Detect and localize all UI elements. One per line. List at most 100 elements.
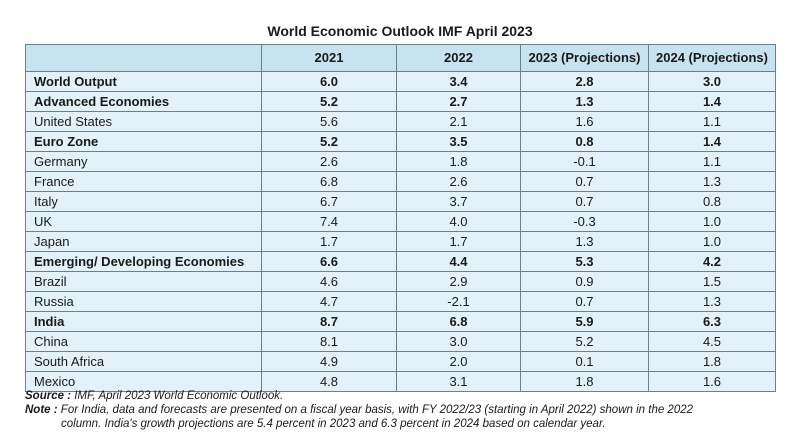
- value-cell: 1.8: [648, 351, 776, 372]
- value-cell: 0.7: [520, 191, 649, 212]
- table-row: France 6.8 2.6 0.7 1.3: [25, 171, 776, 192]
- value-cell: 3.0: [396, 331, 521, 352]
- value-cell: 2.9: [396, 271, 521, 292]
- value-cell: 3.4: [396, 71, 521, 92]
- row-label: United States: [25, 111, 262, 132]
- value-cell: 1.1: [648, 151, 776, 172]
- table-row: United States 5.6 2.1 1.6 1.1: [25, 111, 776, 132]
- value-cell: 1.5: [648, 271, 776, 292]
- header-cell-2023: 2023 (Projections): [520, 44, 649, 72]
- table-row: World Output 6.0 3.4 2.8 3.0: [25, 71, 776, 92]
- table-row: UK 7.4 4.0 -0.3 1.0: [25, 211, 776, 232]
- row-label: Italy: [25, 191, 262, 212]
- value-cell: 4.5: [648, 331, 776, 352]
- value-cell: 4.8: [261, 371, 397, 392]
- row-label: Japan: [25, 231, 262, 252]
- source-line: Source : IMF, April 2023 World Economic …: [25, 389, 795, 403]
- value-cell: 0.8: [648, 191, 776, 212]
- value-cell: 4.9: [261, 351, 397, 372]
- header-row: 2021 2022 2023 (Projections) 2024 (Proje…: [25, 44, 776, 72]
- value-cell: 1.8: [520, 371, 649, 392]
- row-label: Mexico: [25, 371, 262, 392]
- table-row: Emerging/ Developing Economies 6.6 4.4 5.3 4…: [25, 251, 776, 272]
- value-cell: 5.2: [520, 331, 649, 352]
- value-cell: 0.7: [520, 291, 649, 312]
- table-row: Italy 6.7 3.7 0.7 0.8: [25, 191, 776, 212]
- value-cell: 2.8: [520, 71, 649, 92]
- row-label: Emerging/ Developing Economies: [25, 251, 262, 272]
- table-title: World Economic Outlook IMF April 2023: [267, 23, 533, 39]
- value-cell: 6.8: [261, 171, 397, 192]
- value-cell: 3.0: [648, 71, 776, 92]
- value-cell: 6.7: [261, 191, 397, 212]
- header-cell-2022: 2022: [396, 44, 521, 72]
- value-cell: 4.6: [261, 271, 397, 292]
- table-row: South Africa 4.9 2.0 0.1 1.8: [25, 351, 776, 372]
- value-cell: 2.7: [396, 91, 521, 112]
- value-cell: -2.1: [396, 291, 521, 312]
- value-cell: 1.6: [520, 111, 649, 132]
- value-cell: 1.3: [520, 91, 649, 112]
- value-cell: 7.4: [261, 211, 397, 232]
- value-cell: 1.8: [396, 151, 521, 172]
- value-cell: 1.7: [396, 231, 521, 252]
- value-cell: 1.3: [648, 171, 776, 192]
- value-cell: 1.4: [648, 91, 776, 112]
- value-cell: 3.7: [396, 191, 521, 212]
- source-text: IMF, April 2023 World Economic Outlook.: [71, 390, 284, 402]
- value-cell: 1.4: [648, 131, 776, 152]
- table-row: Brazil 4.6 2.9 0.9 1.5: [25, 271, 776, 292]
- value-cell: -0.3: [520, 211, 649, 232]
- value-cell: 2.6: [396, 171, 521, 192]
- value-cell: 5.2: [261, 131, 397, 152]
- value-cell: 1.1: [648, 111, 776, 132]
- row-label: Euro Zone: [25, 131, 262, 152]
- table-row: Germany 2.6 1.8 -0.1 1.1: [25, 151, 776, 172]
- table-row: Euro Zone 5.2 3.5 0.8 1.4: [25, 131, 776, 152]
- value-cell: 8.1: [261, 331, 397, 352]
- value-cell: 2.6: [261, 151, 397, 172]
- row-label: India: [25, 311, 262, 332]
- value-cell: 4.0: [396, 211, 521, 232]
- value-cell: 4.7: [261, 291, 397, 312]
- row-label: Russia: [25, 291, 262, 312]
- row-label: Advanced Economies: [25, 91, 262, 112]
- value-cell: 6.0: [261, 71, 397, 92]
- value-cell: 5.2: [261, 91, 397, 112]
- note-line-1: Note : For India, data and forecasts are…: [25, 403, 795, 417]
- note-line-2: column. India's growth projections are 5…: [61, 417, 800, 431]
- value-cell: 5.6: [261, 111, 397, 132]
- row-label: Germany: [25, 151, 262, 172]
- value-cell: 1.0: [648, 231, 776, 252]
- value-cell: 0.9: [520, 271, 649, 292]
- row-label: South Africa: [25, 351, 262, 372]
- row-label: UK: [25, 211, 262, 232]
- value-cell: 2.1: [396, 111, 521, 132]
- table-row: Mexico 4.8 3.1 1.8 1.6: [25, 371, 776, 392]
- table-row: India 8.7 6.8 5.9 6.3: [25, 311, 776, 332]
- value-cell: 4.2: [648, 251, 776, 272]
- value-cell: 3.1: [396, 371, 521, 392]
- economic-outlook-table: 2021 2022 2023 (Projections) 2024 (Proje…: [25, 44, 776, 392]
- row-label: World Output: [25, 71, 262, 92]
- table-row: Japan 1.7 1.7 1.3 1.0: [25, 231, 776, 252]
- row-label: Brazil: [25, 271, 262, 292]
- value-cell: 0.1: [520, 351, 649, 372]
- value-cell: 5.3: [520, 251, 649, 272]
- value-cell: 1.3: [520, 231, 649, 252]
- value-cell: 0.7: [520, 171, 649, 192]
- value-cell: 6.3: [648, 311, 776, 332]
- table-row: China 8.1 3.0 5.2 4.5: [25, 331, 776, 352]
- value-cell: 1.3: [648, 291, 776, 312]
- row-label: France: [25, 171, 262, 192]
- value-cell: 1.7: [261, 231, 397, 252]
- value-cell: 3.5: [396, 131, 521, 152]
- note-label: Note :: [25, 404, 58, 416]
- row-label: China: [25, 331, 262, 352]
- source-label: Source :: [25, 390, 72, 402]
- value-cell: 0.8: [520, 131, 649, 152]
- table-row: Advanced Economies 5.2 2.7 1.3 1.4: [25, 91, 776, 112]
- value-cell: 5.9: [520, 311, 649, 332]
- value-cell: -0.1: [520, 151, 649, 172]
- header-cell-2024: 2024 (Projections): [648, 44, 776, 72]
